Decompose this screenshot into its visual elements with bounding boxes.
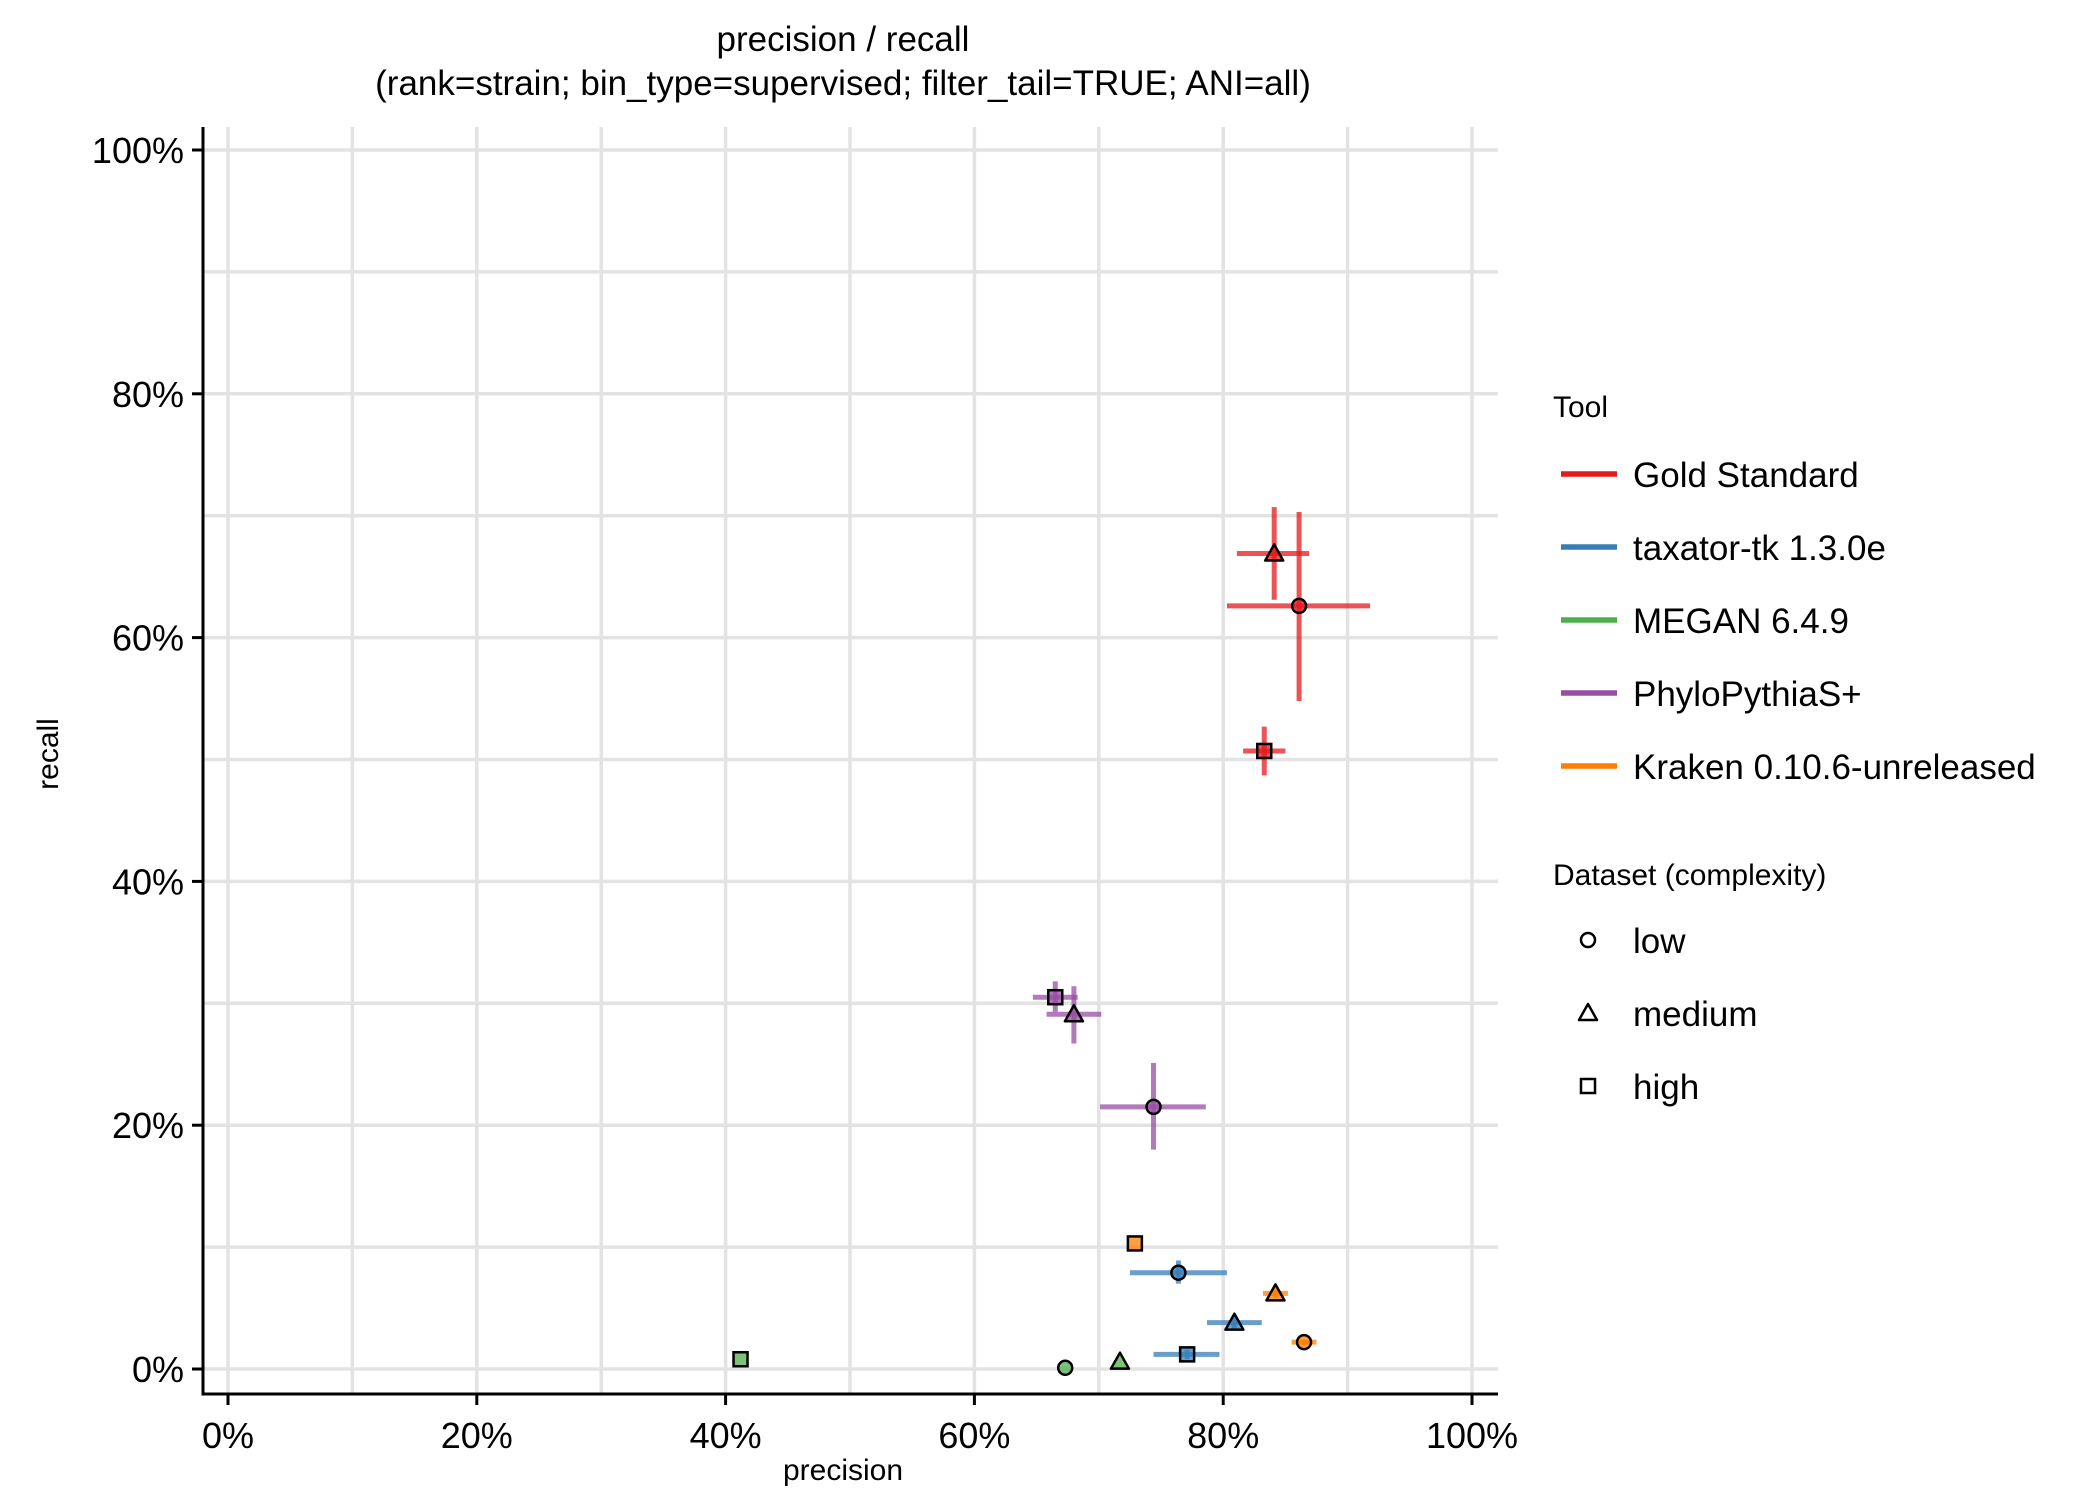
legend-dataset-label: high: [1633, 1068, 1699, 1107]
legend-tool-label: MEGAN 6.4.9: [1633, 602, 1849, 641]
data-point-triangle: [1263, 543, 1285, 562]
data-point-circle: [1170, 1264, 1187, 1281]
data-point-square: [1126, 1235, 1144, 1252]
axes: [201, 127, 1498, 1396]
y-tick-label: 80%: [112, 374, 184, 415]
x-tick-label: 80%: [1187, 1415, 1259, 1456]
legend-dataset-square-icon: [1579, 1077, 1597, 1095]
data-points: [732, 543, 1313, 1377]
data-point-circle: [1145, 1098, 1162, 1116]
data-point-square: [1047, 988, 1064, 1006]
data-point-square: [1178, 1346, 1196, 1363]
legend-dataset-label: low: [1633, 922, 1686, 961]
x-tick-label: 0%: [202, 1415, 254, 1456]
data-point: [1047, 988, 1064, 1006]
x-tick-label: 20%: [441, 1415, 513, 1456]
legend-dataset-title: Dataset (complexity): [1553, 859, 1826, 892]
legend-dataset-triangle-icon: [1577, 1002, 1599, 1022]
data-point-square: [732, 1350, 749, 1368]
data-point: [1178, 1346, 1196, 1363]
y-tick-label: 0%: [132, 1349, 184, 1390]
data-point: [1145, 1098, 1162, 1116]
data-point: [1256, 742, 1273, 760]
grid-lines: [203, 127, 1498, 1394]
y-tick-label: 20%: [112, 1105, 184, 1146]
x-tick-label: 40%: [690, 1415, 762, 1456]
legend-tool-entries: Gold Standard taxator-tk 1.3.0e MEGAN 6.4.…: [1561, 456, 2036, 787]
x-axis-title: precision: [783, 1454, 903, 1487]
legend-dataset-entries: low medium high: [1577, 922, 1757, 1107]
chart-subtitle: (rank=strain; bin_type=supervised; filte…: [375, 64, 1311, 103]
chart-title: precision / recall: [717, 20, 970, 59]
data-point: [1290, 597, 1308, 615]
data-point: [1126, 1235, 1144, 1252]
data-point: [1295, 1333, 1313, 1351]
data-point: [732, 1350, 749, 1368]
data-point: [1063, 1004, 1085, 1023]
legend-dataset-label: medium: [1633, 995, 1757, 1034]
y-axis-title: recall: [32, 718, 65, 790]
y-tick-label: 60%: [112, 618, 184, 659]
data-point: [1224, 1312, 1245, 1331]
legend-tool-label: Gold Standard: [1633, 456, 1859, 495]
y-tick-label: 40%: [112, 861, 184, 902]
data-point-triangle: [1109, 1351, 1131, 1370]
x-tick-label: 100%: [1426, 1415, 1518, 1456]
data-point-triangle: [1224, 1312, 1245, 1331]
legend-dataset-circle-icon: [1579, 931, 1597, 949]
data-point: [1263, 543, 1285, 562]
data-point-triangle: [1265, 1283, 1286, 1302]
data-point-triangle: [1063, 1004, 1085, 1023]
data-point-circle: [1056, 1359, 1074, 1377]
x-tick-label: 60%: [938, 1415, 1010, 1456]
legend-tool-label: Kraken 0.10.6-unreleased: [1633, 748, 2036, 787]
data-point-square: [1256, 742, 1273, 760]
data-point-circle: [1290, 597, 1308, 615]
legend-tool-label: PhyloPythiaS+: [1633, 675, 1862, 714]
data-point-circle: [1295, 1333, 1313, 1351]
y-tick-label: 100%: [92, 130, 184, 171]
data-point: [1056, 1359, 1074, 1377]
data-point: [1109, 1351, 1131, 1370]
legend: Tool Gold Standard taxator-tk 1.3.0e MEGAN…: [1553, 391, 2036, 1107]
data-point: [1170, 1264, 1187, 1281]
legend-tool-title: Tool: [1553, 391, 1608, 424]
y-axis-ticks: 0% 20% 40% 60% 80% 100%: [92, 130, 203, 1390]
legend-tool-label: taxator-tk 1.3.0e: [1633, 529, 1886, 568]
data-point: [1265, 1283, 1286, 1302]
x-axis-ticks: 0% 20% 40% 60% 80% 100%: [202, 1394, 1518, 1456]
